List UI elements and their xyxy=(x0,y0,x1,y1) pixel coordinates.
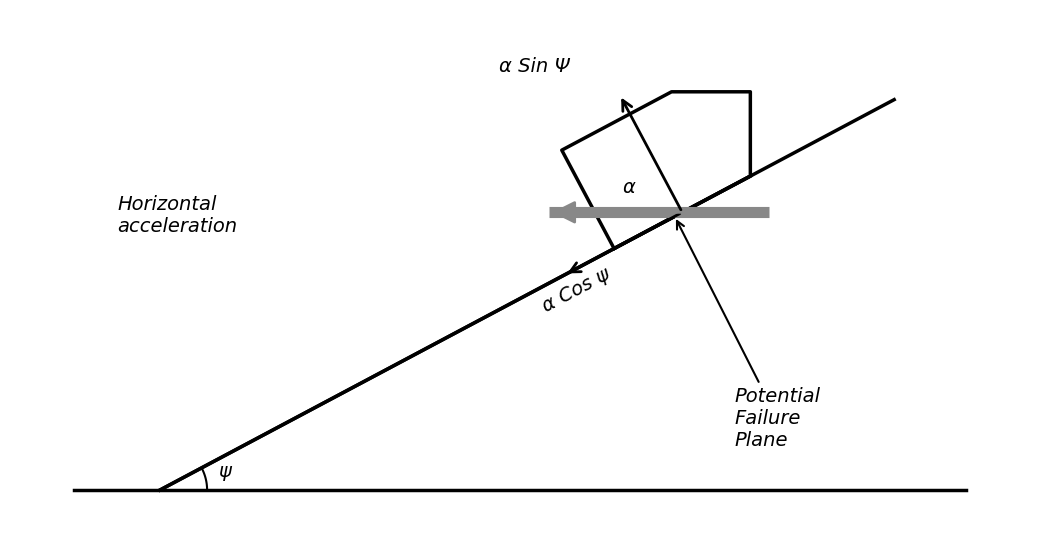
Text: Horizontal
acceleration: Horizontal acceleration xyxy=(118,195,237,236)
Text: α: α xyxy=(622,178,635,197)
Text: α Sin Ψ: α Sin Ψ xyxy=(498,57,570,76)
Text: α Cos ψ: α Cos ψ xyxy=(540,265,614,316)
Text: Potential
Failure
Plane: Potential Failure Plane xyxy=(677,221,821,450)
Text: ψ: ψ xyxy=(217,461,231,480)
